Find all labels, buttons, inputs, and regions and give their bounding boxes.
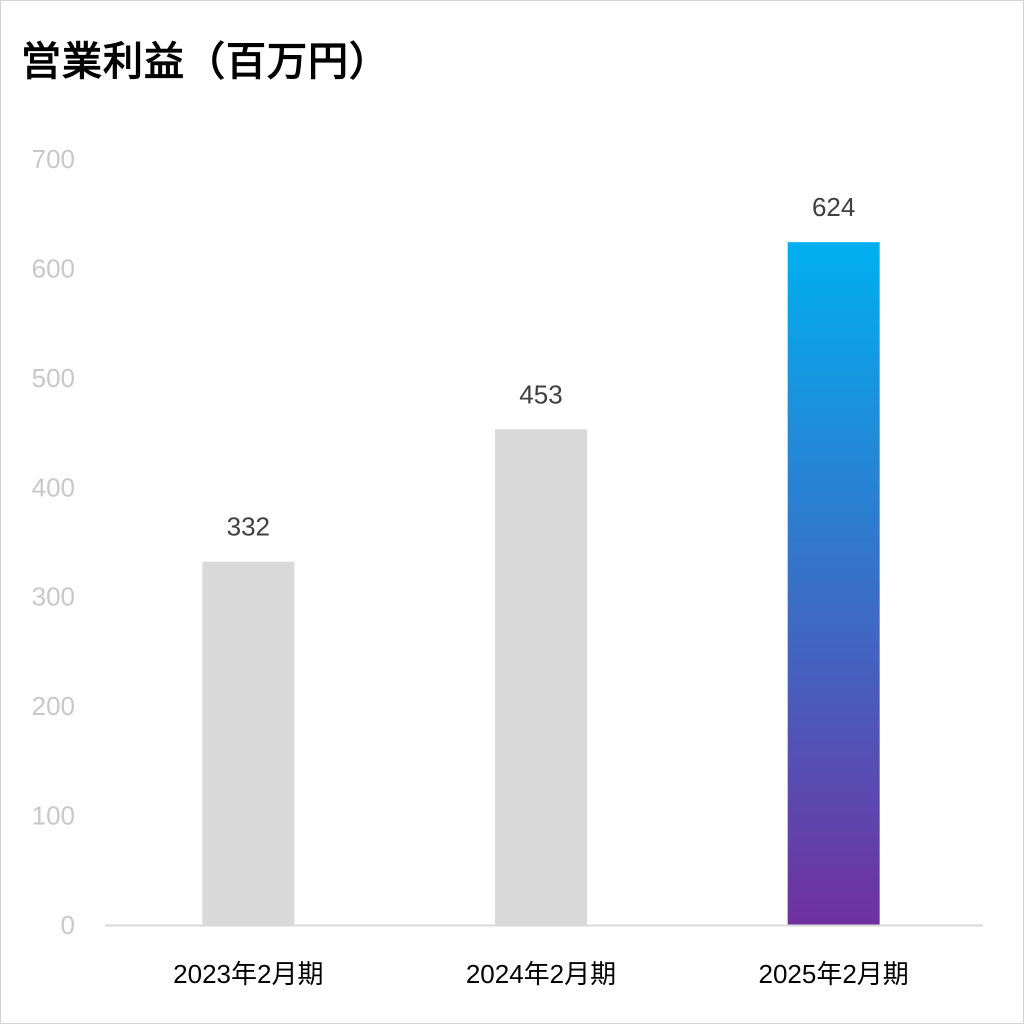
chart-title: 営業利益（百万円） (21, 39, 390, 85)
bar-1 (202, 561, 295, 925)
data-label-3: 624 (812, 192, 855, 222)
x-tick-label-1: 2023年2月期 (173, 959, 323, 989)
y-tick-label-400: 400 (32, 472, 75, 502)
y-tick-label-500: 500 (32, 363, 75, 393)
y-tick-label-200: 200 (32, 691, 75, 721)
y-tick-label-600: 600 (32, 253, 75, 283)
y-tick-label-700: 700 (32, 144, 75, 174)
data-label-1: 332 (227, 512, 270, 542)
y-tick-label-100: 100 (32, 801, 75, 831)
y-tick-label-0: 0 (61, 910, 75, 940)
x-tick-label-2: 2024年2月期 (466, 959, 616, 989)
y-tick-label-300: 300 (32, 582, 75, 612)
data-label-2: 453 (519, 379, 562, 409)
x-tick-label-3: 2025年2月期 (759, 959, 909, 989)
bar-3 (787, 242, 880, 925)
bar-2 (495, 429, 587, 925)
